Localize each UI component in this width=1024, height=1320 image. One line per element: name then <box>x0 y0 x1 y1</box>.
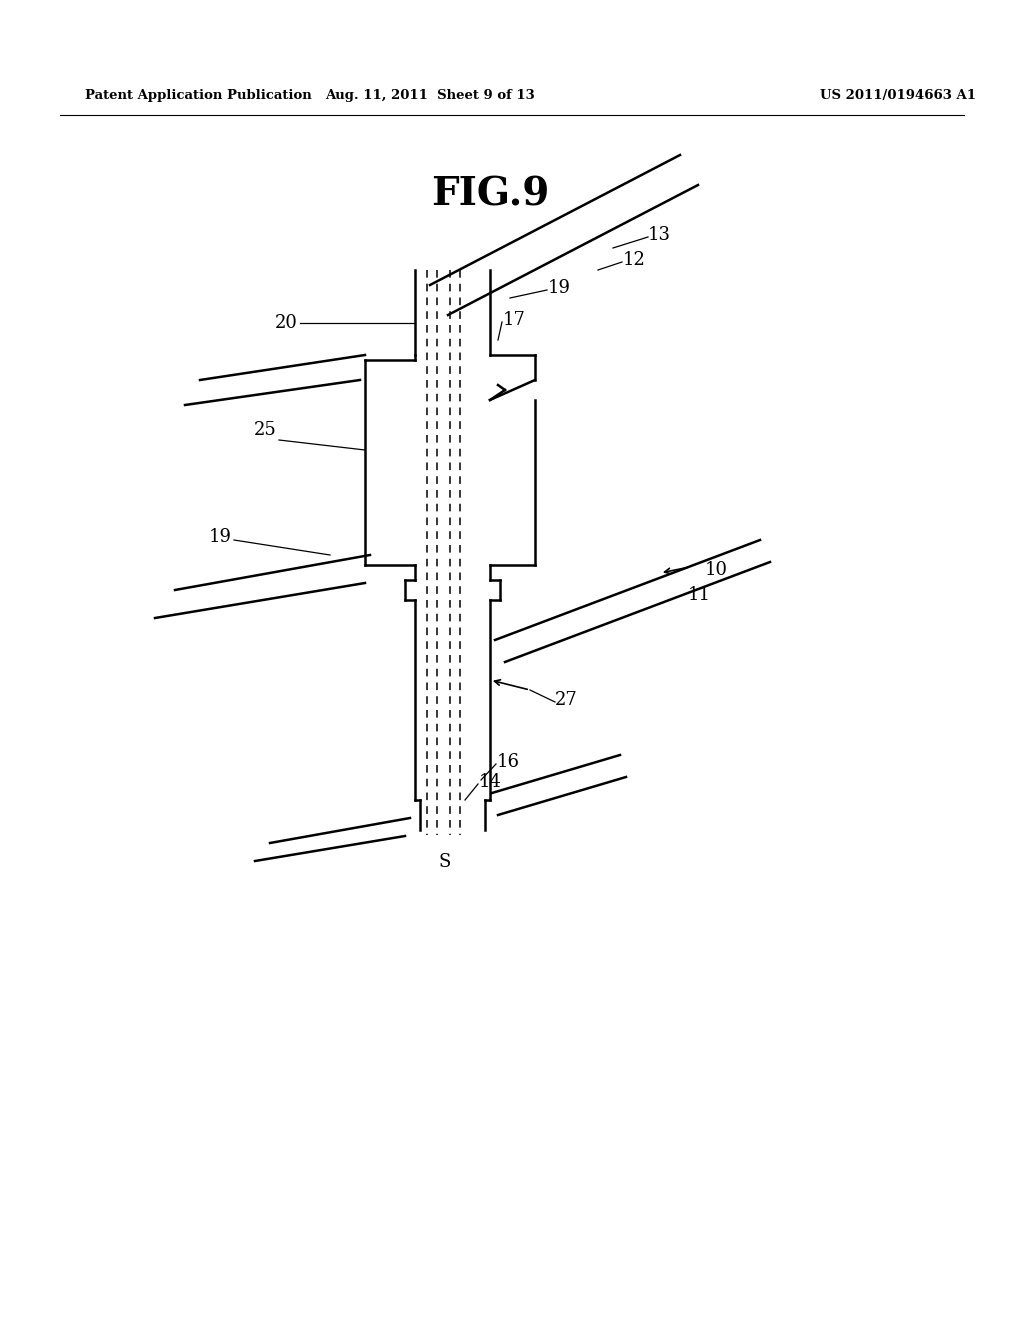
Text: 10: 10 <box>705 561 728 579</box>
Text: 17: 17 <box>503 312 526 329</box>
Text: 19: 19 <box>209 528 232 546</box>
Text: Aug. 11, 2011  Sheet 9 of 13: Aug. 11, 2011 Sheet 9 of 13 <box>326 88 535 102</box>
Text: FIG.9: FIG.9 <box>431 176 549 214</box>
Text: 27: 27 <box>555 690 578 709</box>
Text: 19: 19 <box>548 279 571 297</box>
Text: S: S <box>439 853 452 871</box>
Text: 14: 14 <box>479 774 502 791</box>
Text: Patent Application Publication: Patent Application Publication <box>85 88 311 102</box>
Text: 12: 12 <box>623 251 646 269</box>
Text: 11: 11 <box>688 586 711 605</box>
Text: US 2011/0194663 A1: US 2011/0194663 A1 <box>820 88 976 102</box>
Text: 25: 25 <box>254 421 278 440</box>
Text: 13: 13 <box>648 226 671 244</box>
Text: 16: 16 <box>497 752 520 771</box>
Text: 20: 20 <box>275 314 298 333</box>
